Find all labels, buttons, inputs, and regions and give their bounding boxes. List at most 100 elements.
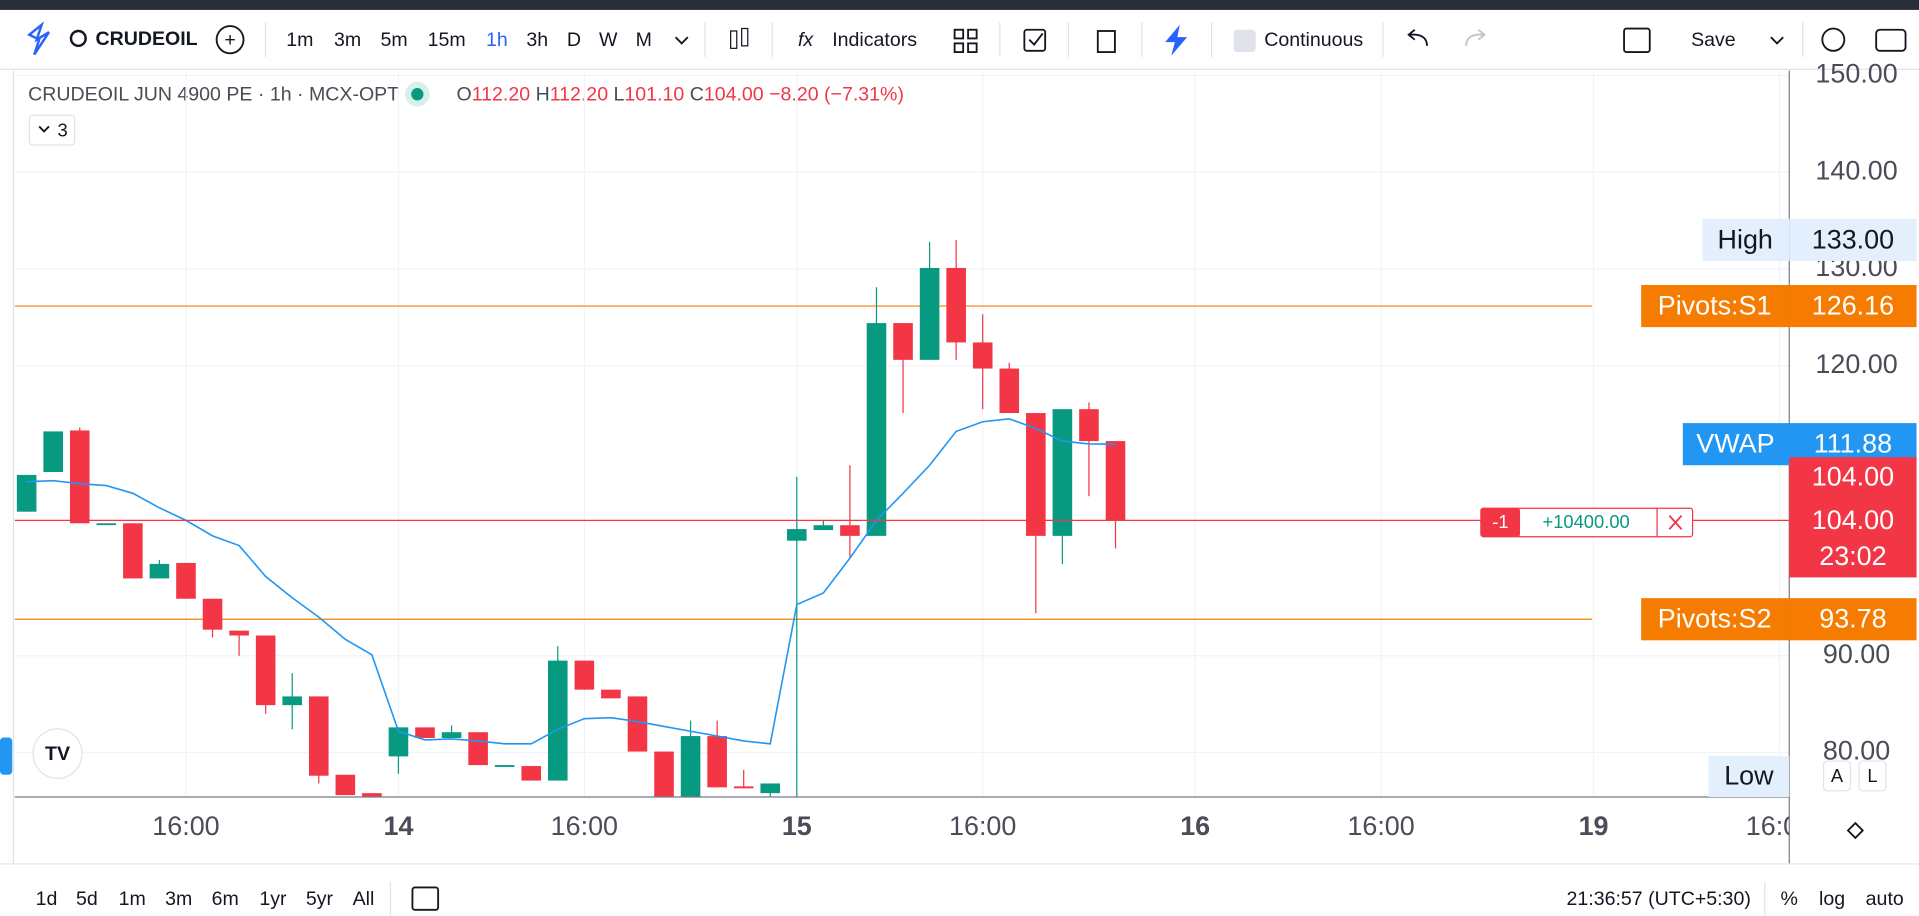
continuous-label[interactable]: Continuous: [1264, 29, 1363, 51]
candle-body: [999, 368, 1020, 414]
interval[interactable]: 5m: [380, 29, 407, 51]
candle-body: [919, 267, 940, 360]
x-tick-label: 14: [383, 810, 413, 841]
dropdown-icon[interactable]: [1770, 36, 1784, 45]
add-icon[interactable]: +: [224, 29, 235, 51]
interval[interactable]: 15m: [428, 29, 466, 51]
x-tick-label: 16:00: [551, 810, 618, 841]
settings-icon[interactable]: [1821, 27, 1846, 52]
high-value-badge: [1789, 218, 1917, 261]
order-close[interactable]: [1668, 515, 1683, 530]
tv-logo-badge[interactable]: [32, 728, 83, 780]
candle-body: [574, 660, 595, 690]
candle-body: [733, 786, 754, 789]
interval[interactable]: 3m: [334, 29, 361, 51]
interval[interactable]: D: [567, 29, 581, 51]
candle-body: [229, 630, 249, 636]
range[interactable]: 5yr: [306, 888, 334, 910]
candle-body: [202, 598, 223, 630]
candle-body: [946, 267, 966, 343]
axis-settings-icon[interactable]: [1846, 821, 1865, 840]
vwap-name: VWAP: [1696, 427, 1774, 458]
search-icon[interactable]: [69, 29, 87, 48]
candle-body: [388, 727, 409, 757]
range[interactable]: All: [353, 888, 375, 910]
layouts-icon[interactable]: [953, 28, 978, 53]
interval-active[interactable]: 1h: [486, 29, 508, 51]
low-name-badge: [1708, 756, 1790, 798]
log-scale-button[interactable]: [1858, 760, 1887, 792]
candle-body: [362, 793, 382, 798]
candle-body: [521, 766, 542, 781]
delete-icon[interactable]: [1096, 30, 1116, 53]
goto-date-icon[interactable]: [411, 886, 440, 911]
toolbar: CRUDEOIL + 1m 3m 5m 15m 1h 3h D W M fx I…: [27, 21, 1907, 58]
range[interactable]: 1yr: [259, 888, 287, 910]
range[interactable]: 1m: [119, 888, 146, 910]
ohlc-key: O: [456, 84, 471, 106]
range[interactable]: 6m: [212, 888, 239, 910]
level-value-badge: [1789, 284, 1917, 328]
interval[interactable]: M: [636, 29, 652, 51]
vwap-name-badge: [1682, 423, 1790, 466]
top-strip: [0, 0, 1919, 10]
undo-icon[interactable]: [1407, 29, 1428, 46]
alert-icon[interactable]: [1023, 28, 1047, 52]
candle-body: [548, 660, 568, 781]
continuous-checkbox[interactable]: [1233, 29, 1256, 53]
save-button[interactable]: Save: [1691, 29, 1736, 51]
log-scale-label[interactable]: L: [1867, 765, 1877, 786]
candle-body: [1079, 409, 1099, 442]
symbol[interactable]: CRUDEOIL: [95, 28, 197, 50]
auto-toggle[interactable]: auto: [1866, 888, 1904, 910]
range[interactable]: 3m: [165, 888, 192, 910]
chart-type-icon[interactable]: [730, 30, 738, 49]
layout-icon[interactable]: [1623, 27, 1651, 53]
candle-body: [707, 736, 727, 788]
level-name: Pivots:S1: [1658, 289, 1772, 320]
chevron: [38, 125, 50, 133]
percent-toggle[interactable]: %: [1781, 888, 1798, 910]
add-symbol[interactable]: [215, 25, 245, 55]
interval[interactable]: 3h: [526, 29, 548, 51]
indicator-toggle[interactable]: [28, 114, 76, 146]
clock[interactable]: 21:36:57 (UTC+5:30): [1567, 888, 1751, 910]
order-line[interactable]: -1 +10400.00: [1480, 507, 1694, 538]
candle-body: [1026, 413, 1046, 536]
candle-body: [69, 430, 90, 524]
logo-icon: [27, 21, 50, 56]
high-value: 133.00: [1812, 223, 1894, 254]
fx-icon[interactable]: fx: [798, 29, 814, 51]
candle-body: [16, 474, 37, 512]
auto-scale-button[interactable]: [1822, 760, 1852, 792]
chart-type-icon[interactable]: [741, 27, 749, 47]
screenshot-icon[interactable]: [1875, 28, 1907, 52]
grid: [14, 70, 1790, 798]
range[interactable]: 1d: [36, 888, 58, 910]
y-tick-label: 120.00: [1815, 348, 1897, 379]
candle-body: [123, 523, 143, 579]
candle-body: [149, 563, 170, 579]
indicator-count[interactable]: 3: [58, 119, 68, 140]
candle-body: [1052, 409, 1073, 536]
candle-body: [43, 431, 63, 473]
check-icon: [1028, 32, 1044, 47]
redo-icon[interactable]: [1465, 29, 1487, 46]
interval[interactable]: W: [599, 29, 618, 51]
auto-scale-label[interactable]: A: [1831, 765, 1844, 786]
plot-area: [14, 239, 1790, 798]
side-toggle[interactable]: [0, 737, 13, 775]
range[interactable]: 5d: [76, 888, 98, 910]
log-toggle[interactable]: log: [1819, 888, 1845, 910]
trade-icon[interactable]: [1165, 24, 1188, 56]
x-tick-label: 16: [1180, 810, 1210, 841]
change: −8.20 (−7.31%): [769, 84, 904, 106]
x-tick-label: 19: [1579, 810, 1609, 841]
interval[interactable]: 1m: [286, 29, 313, 51]
dropdown-icon[interactable]: [674, 36, 689, 45]
low-name: Low: [1724, 759, 1774, 790]
y-tick-label: 150.00: [1815, 58, 1897, 89]
candle-body: [176, 562, 196, 599]
indicators-button[interactable]: Indicators: [832, 29, 917, 51]
